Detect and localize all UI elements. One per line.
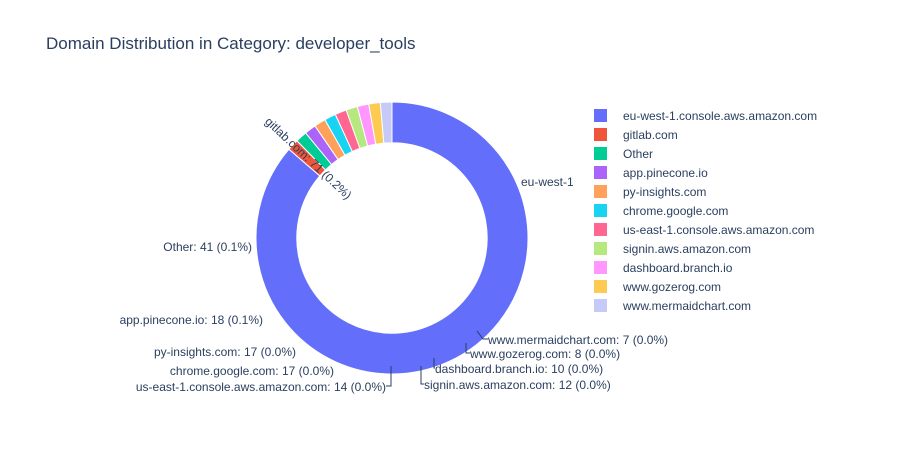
slice-label-dashboard-branch-io: dashboard.branch.io: 10 (0.0%) (435, 362, 603, 376)
legend-label: dashboard.branch.io (623, 260, 733, 275)
slice-label-eu-west-1-console-aws-amazon-com: eu-west-1 (521, 175, 574, 189)
legend-item-py-insights-com[interactable]: py-insights.com (594, 182, 817, 201)
legend-label: www.mermaidchart.com (623, 298, 752, 313)
slice-label-signin-aws-amazon-com: signin.aws.amazon.com: 12 (0.0%) (424, 378, 611, 392)
legend-swatch (594, 166, 607, 179)
slice-label-www-mermaidchart-com: www.mermaidchart.com: 7 (0.0%) (487, 333, 668, 347)
legend-item-us-east-1-console-aws-amazon-com[interactable]: us-east-1.console.aws.amazon.com (594, 220, 817, 239)
leader-us-east-1-console-aws-amazon-com (386, 366, 392, 387)
legend-item-chrome-google-com[interactable]: chrome.google.com (594, 201, 817, 220)
slice-www-mermaidchart-com[interactable] (379, 101, 393, 144)
leader-lines (386, 330, 488, 387)
chart-title: Domain Distribution in Category: develop… (46, 34, 416, 53)
legend-item-gitlab-com[interactable]: gitlab.com (594, 125, 817, 144)
legend-item-eu-west-1-console-aws-amazon-com[interactable]: eu-west-1.console.aws.amazon.com (594, 106, 817, 125)
legend-item-other[interactable]: Other (594, 144, 817, 163)
legend-item-www-gozerog-com[interactable]: www.gozerog.com (594, 277, 817, 296)
leader-www-gozerog-com (465, 343, 470, 354)
legend-label: chrome.google.com (623, 203, 729, 218)
legend-label: gitlab.com (623, 127, 678, 142)
legend-swatch (594, 242, 607, 255)
slice-label-app-pinecone-io: app.pinecone.io: 18 (0.1%) (120, 313, 263, 327)
legend-label: app.pinecone.io (623, 165, 708, 180)
slice-label-chrome-google-com: chrome.google.com: 17 (0.0%) (170, 364, 334, 378)
slice-label-www-gozerog-com: www.gozerog.com: 8 (0.0%) (469, 347, 620, 361)
legend-item-dashboard-branch-io[interactable]: dashboard.branch.io (594, 258, 817, 277)
legend-swatch (594, 109, 607, 122)
legend-swatch (594, 204, 607, 217)
legend-label: py-insights.com (623, 184, 707, 199)
donut-slices (255, 101, 529, 375)
leader-dashboard-branch-io (433, 358, 435, 369)
slice-eu-west-1-console-aws-amazon-com[interactable] (255, 101, 529, 375)
legend-swatch (594, 280, 607, 293)
leader-signin-aws-amazon-com (420, 366, 424, 385)
legend-swatch (594, 128, 607, 141)
legend-item-app-pinecone-io[interactable]: app.pinecone.io (594, 163, 817, 182)
legend-label: www.gozerog.com (623, 279, 722, 294)
legend-swatch (594, 147, 607, 160)
slice-label-us-east-1-console-aws-amazon-com: us-east-1.console.aws.amazon.com: 14 (0.… (136, 380, 386, 394)
legend-swatch (594, 185, 607, 198)
legend-label: signin.aws.amazon.com (623, 241, 752, 256)
legend: eu-west-1.console.aws.amazon.com gitlab.c… (594, 106, 817, 315)
legend-label: eu-west-1.console.aws.amazon.com (623, 108, 818, 123)
slice-label-other: Other: 41 (0.1%) (163, 240, 252, 254)
legend-item-signin-aws-amazon-com[interactable]: signin.aws.amazon.com (594, 239, 817, 258)
leader-www-mermaidchart-com (476, 330, 488, 340)
legend-swatch (594, 299, 607, 312)
legend-label: us-east-1.console.aws.amazon.com (623, 222, 815, 237)
legend-swatch (594, 223, 607, 236)
slice-label-py-insights-com: py-insights.com: 17 (0.0%) (154, 345, 296, 359)
legend-swatch (594, 261, 607, 274)
legend-label: Other (623, 146, 654, 161)
legend-item-www-mermaidchart-com[interactable]: www.mermaidchart.com (594, 296, 817, 315)
